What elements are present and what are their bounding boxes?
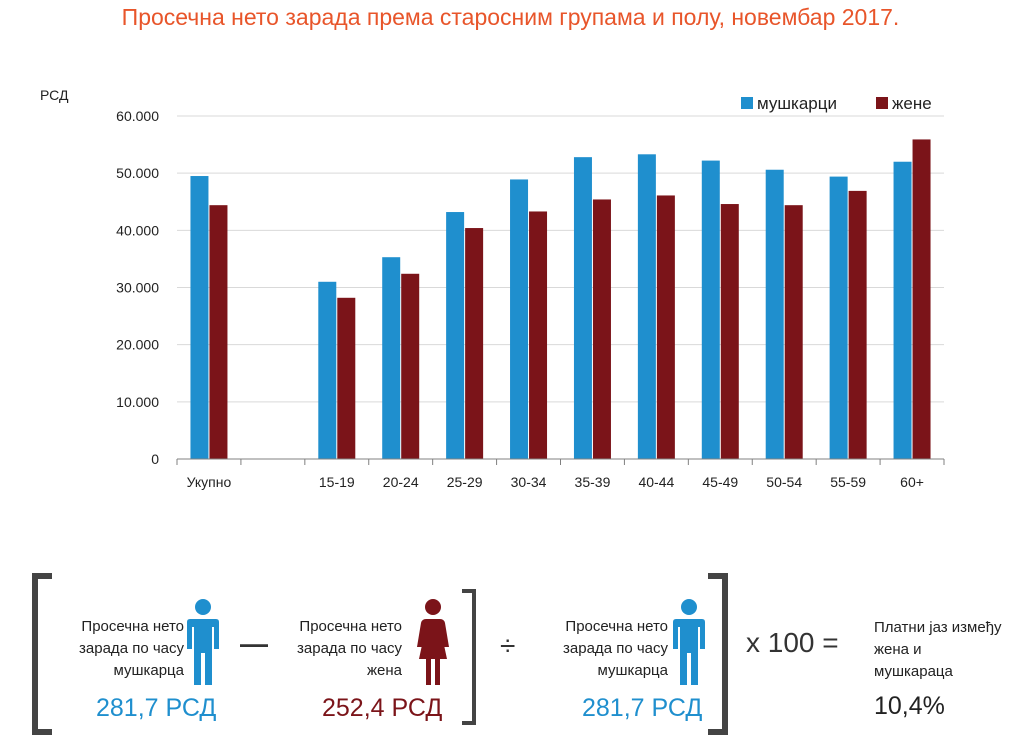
bar-men — [510, 179, 529, 459]
man-icon — [187, 599, 219, 685]
x-tick-label: 45-49 — [702, 474, 738, 490]
x-tick-label: 40-44 — [638, 474, 674, 490]
bar-men — [318, 281, 337, 459]
y-unit-label: РСД — [40, 87, 69, 103]
bar-men — [829, 176, 848, 459]
x-tick-label: 20-24 — [383, 474, 419, 490]
bar-men — [637, 154, 656, 459]
legend: мушкарци жене — [741, 94, 932, 113]
legend-label-men: мушкарци — [757, 94, 837, 113]
x-tick-label: 60+ — [900, 474, 924, 490]
x-tick-label: 15-19 — [319, 474, 355, 490]
woman-icon — [417, 599, 449, 685]
y-tick-label: 50.000 — [116, 165, 159, 181]
women-wage-value: 252,4 РСД — [322, 694, 443, 722]
left-bracket — [32, 573, 52, 735]
y-tick-label: 60.000 — [116, 108, 159, 124]
legend-label-women: жене — [892, 94, 932, 113]
bar-women — [465, 228, 484, 459]
y-tick-label: 30.000 — [116, 280, 159, 296]
x-tick-label: 55-59 — [830, 474, 866, 490]
bar-men — [893, 161, 912, 459]
bar-chart: РСД 0 10.000 20.000 30.000 40.000 50.000 60.00… — [40, 87, 945, 490]
bar-men — [382, 257, 401, 459]
pay-gap-value: 10,4% — [874, 692, 945, 720]
bar-men — [446, 212, 465, 459]
bar-women — [529, 211, 548, 459]
bar-women — [912, 139, 931, 459]
x-tick-label: 25-29 — [447, 474, 483, 490]
minus-sign: — — [240, 628, 268, 659]
times-100-equals: x 100 = — [746, 627, 839, 658]
grid-lines: 0 10.000 20.000 30.000 40.000 50.000 60.000 — [116, 108, 944, 467]
right-bracket — [708, 573, 728, 735]
men-wage-label: Просечна нето зарада по часу мушкарца — [79, 618, 184, 679]
bars — [190, 139, 931, 460]
legend-swatch-men — [741, 97, 753, 109]
bar-men — [765, 169, 784, 459]
x-tick-label: 30-34 — [511, 474, 547, 490]
bar-women — [720, 204, 739, 459]
bar-women — [401, 273, 420, 459]
y-tick-label: 10.000 — [116, 394, 159, 410]
divisor-wage-label: Просечна нето зарада по часу мушкарца — [563, 618, 668, 679]
bar-men — [701, 160, 720, 459]
bar-women — [784, 205, 803, 459]
men-wage-value: 281,7 РСД — [96, 694, 217, 722]
x-tick-label: 50-54 — [766, 474, 802, 490]
bar-men — [573, 157, 592, 459]
x-tick-label: 35-39 — [575, 474, 611, 490]
bar-women — [209, 205, 228, 459]
axes: Укупно 15-19 20-24 25-29 30-34 35-39 40-44 45-4… — [176, 458, 945, 490]
bar-men — [190, 176, 209, 459]
y-tick-label: 40.000 — [116, 222, 159, 238]
y-tick-label: 20.000 — [116, 337, 159, 353]
legend-swatch-women — [876, 97, 888, 109]
bar-women — [592, 199, 611, 460]
pay-gap-label: Платни јаз између жена и мушкараца — [874, 619, 1002, 680]
bar-women — [848, 190, 867, 459]
inner-right-bracket — [462, 589, 476, 725]
pay-gap-formula: Просечна нето зарада по часу мушкарца 28… — [0, 565, 1021, 740]
bar-women — [656, 195, 675, 459]
women-wage-label: Просечна нето зарада по часу жена — [297, 618, 402, 679]
man-icon-divisor — [673, 599, 705, 685]
chart-title: Просечна нето зарада према старосним гру… — [121, 4, 900, 30]
y-tick-label: 0 — [151, 451, 159, 467]
bar-women — [337, 297, 356, 459]
x-tick-label: Укупно — [187, 474, 232, 490]
divide-sign: ÷ — [500, 630, 516, 661]
divisor-wage-value: 281,7 РСД — [582, 694, 703, 722]
